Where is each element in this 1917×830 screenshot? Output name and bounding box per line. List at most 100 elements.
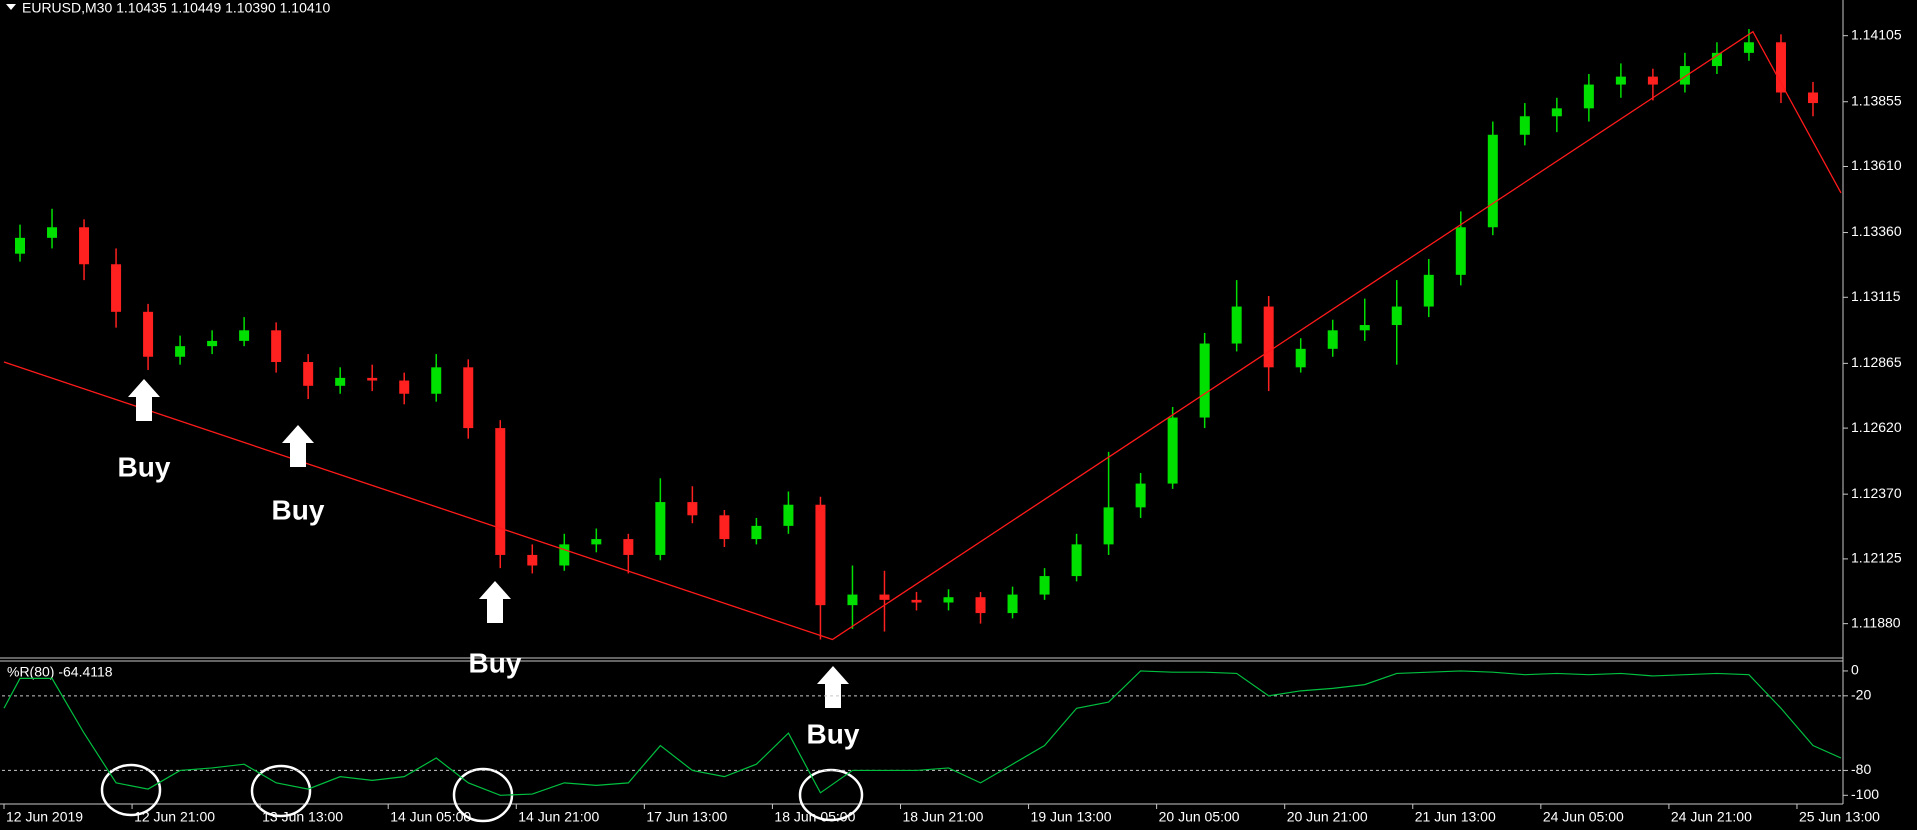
- candle-body: [559, 544, 570, 566]
- candle-body: [1807, 92, 1818, 104]
- candle-body: [1231, 306, 1242, 344]
- indicator-line: [3, 670, 1842, 796]
- candle-body: [879, 594, 890, 600]
- x-tick-label: 18 Jun 05:00: [774, 809, 855, 825]
- y-tick-label: 1.13360: [1851, 223, 1902, 239]
- buy-arrow: [128, 379, 160, 421]
- candle-body: [1711, 52, 1722, 67]
- y-tick-label: 1.14105: [1851, 26, 1902, 42]
- candle-body: [1775, 42, 1786, 93]
- x-tick-label: 17 Jun 13:00: [646, 809, 727, 825]
- candle-body: [15, 237, 26, 254]
- x-tick-label: 14 Jun 21:00: [518, 809, 599, 825]
- y-tick-label: 1.13610: [1851, 157, 1902, 173]
- x-tick-label: 25 Jun 13:00: [1799, 809, 1880, 825]
- candle-body: [271, 330, 282, 363]
- candle-body: [1295, 348, 1306, 368]
- candle-body: [687, 502, 698, 516]
- candle-body: [1007, 594, 1018, 614]
- candle-body: [1455, 227, 1466, 275]
- buy-label: Buy: [807, 718, 860, 749]
- buy-arrow: [817, 666, 849, 708]
- y-tick-label: 1.12125: [1851, 550, 1902, 566]
- y-tick-label: -80: [1851, 761, 1871, 777]
- candle-body: [1615, 76, 1626, 85]
- y-tick-label: 1.12620: [1851, 419, 1902, 435]
- candle-body: [1071, 544, 1082, 577]
- candle-body: [1743, 42, 1754, 53]
- candle-body: [1327, 330, 1338, 349]
- indicator-title: %R(80) -64.4118: [7, 664, 113, 680]
- y-tick-label: -100: [1851, 786, 1879, 802]
- candle-body: [367, 377, 378, 381]
- x-tick-label: 24 Jun 21:00: [1671, 809, 1752, 825]
- candle-body: [207, 340, 218, 347]
- candle-body: [47, 227, 58, 238]
- y-tick-label: -20: [1851, 687, 1871, 703]
- candle-body: [655, 502, 666, 555]
- buy-arrow: [282, 425, 314, 467]
- candle-body: [1263, 306, 1274, 368]
- candle-body: [1199, 343, 1210, 418]
- candle-body: [1551, 108, 1562, 117]
- candle-body: [719, 515, 730, 540]
- candle-body: [431, 367, 442, 394]
- x-tick-label: 21 Jun 13:00: [1415, 809, 1496, 825]
- candle-body: [1135, 483, 1146, 508]
- candle-body: [1167, 417, 1178, 484]
- candle-body: [751, 525, 762, 540]
- x-tick-label: 20 Jun 05:00: [1159, 809, 1240, 825]
- y-tick-label: 1.13115: [1851, 288, 1901, 304]
- x-tick-label: 20 Jun 21:00: [1287, 809, 1368, 825]
- candle-body: [527, 554, 538, 566]
- chart-title: EURUSD,M30 1.10435 1.10449 1.10390 1.104…: [22, 0, 330, 16]
- highlight-circle: [100, 763, 162, 817]
- candle-body: [975, 597, 986, 614]
- candle-body: [495, 428, 506, 555]
- buy-arrow: [479, 581, 511, 623]
- candle-body: [1359, 325, 1370, 331]
- candle-body: [79, 227, 90, 265]
- x-tick-label: 13 Jun 13:00: [262, 809, 343, 825]
- y-tick-label: 0: [1851, 662, 1859, 678]
- candle-body: [1039, 576, 1050, 595]
- buy-label: Buy: [272, 494, 325, 525]
- y-tick-label: 1.12370: [1851, 485, 1902, 501]
- candle-body: [1583, 84, 1594, 109]
- candle-body: [239, 330, 250, 341]
- x-tick-label: 24 Jun 05:00: [1543, 809, 1624, 825]
- y-tick-label: 1.13855: [1851, 92, 1902, 108]
- buy-label: Buy: [118, 451, 171, 482]
- trendline: [3, 30, 1842, 641]
- x-tick-label: 12 Jun 21:00: [134, 809, 215, 825]
- candle-body: [911, 599, 922, 603]
- x-tick-label: 14 Jun 05:00: [390, 809, 471, 825]
- candle-body: [399, 380, 410, 394]
- candle-body: [1487, 134, 1498, 228]
- x-tick-label: 19 Jun 13:00: [1031, 809, 1112, 825]
- candle-body: [1647, 76, 1658, 85]
- candle-body: [1679, 66, 1690, 85]
- candle-body: [143, 311, 154, 357]
- candle-body: [591, 539, 602, 545]
- candle-body: [623, 539, 634, 555]
- y-tick-label: 1.12865: [1851, 354, 1902, 370]
- candle-body: [783, 504, 794, 526]
- candle-body: [111, 264, 122, 312]
- menu-icon[interactable]: [6, 4, 16, 10]
- x-tick-label: 12 Jun 2019: [6, 809, 83, 825]
- candle-body: [1103, 507, 1114, 545]
- candle-body: [815, 504, 826, 606]
- candle-body: [335, 377, 346, 386]
- candle-body: [847, 594, 858, 606]
- y-tick-label: 1.11880: [1851, 614, 1901, 630]
- candle-body: [1519, 116, 1530, 135]
- highlight-circle: [250, 764, 312, 818]
- buy-label: Buy: [469, 647, 522, 678]
- candle-body: [1423, 274, 1434, 307]
- candle-body: [943, 597, 954, 603]
- candle-body: [175, 346, 186, 357]
- candle-body: [463, 367, 474, 429]
- x-tick-label: 18 Jun 21:00: [902, 809, 983, 825]
